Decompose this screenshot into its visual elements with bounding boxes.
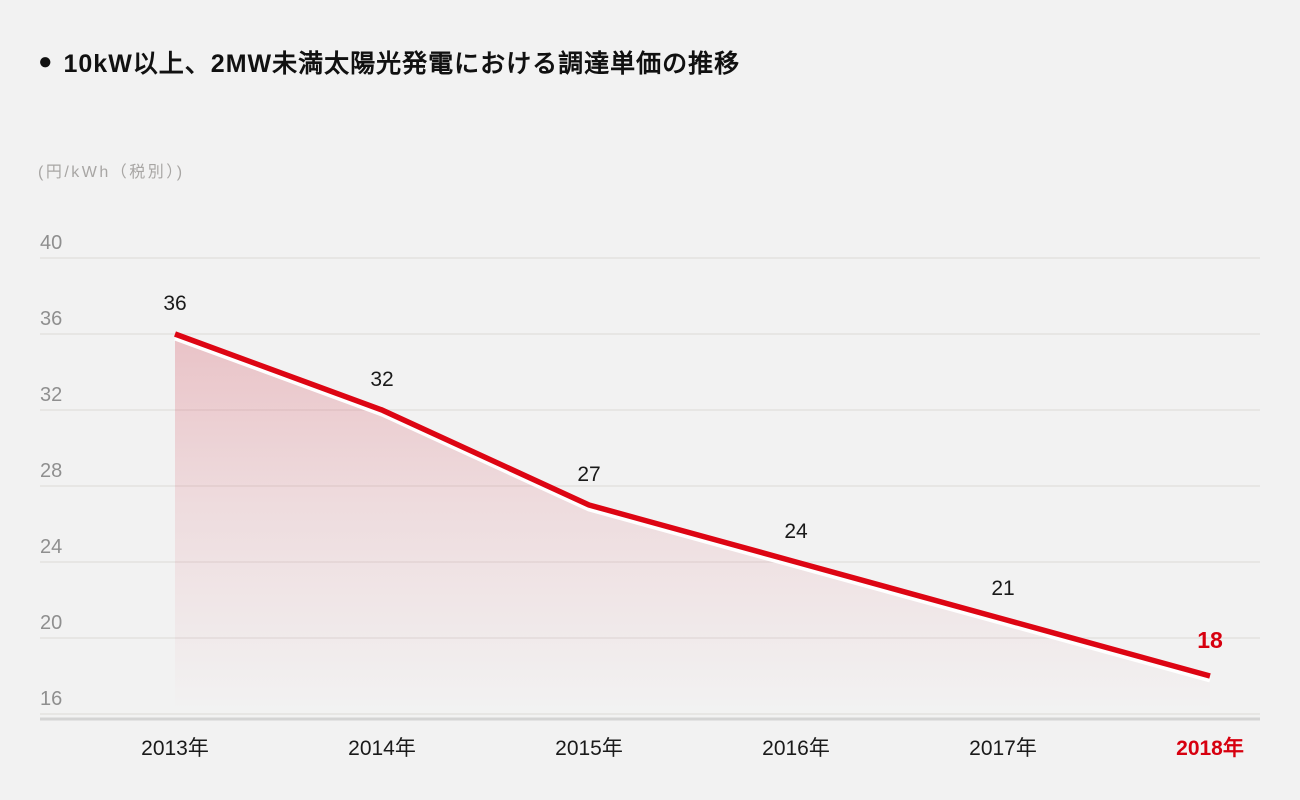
data-label: 27 — [577, 463, 600, 486]
x-axis-label: 2015年 — [555, 737, 623, 760]
data-label: 21 — [991, 577, 1014, 600]
data-label: 18 — [1197, 627, 1223, 653]
data-label: 24 — [784, 520, 808, 543]
y-tick-label: 40 — [40, 232, 62, 254]
trend-line — [174, 331, 1211, 679]
area-fill — [175, 334, 1210, 712]
y-tick-label: 28 — [40, 460, 62, 482]
x-axis-label: 2017年 — [969, 737, 1037, 760]
page-title: ● 10kW以上、2MW未満太陽光発電における調達単価の推移 — [38, 44, 740, 80]
y-tick-label: 20 — [40, 612, 62, 634]
y-tick-label: 24 — [40, 536, 62, 558]
bullet-icon: ● — [38, 48, 54, 75]
x-axis-label: 2014年 — [348, 737, 416, 760]
y-tick-label: 16 — [40, 688, 62, 710]
y-axis-unit-label: (円/kWh（税別）) — [38, 164, 185, 181]
x-axis-label: 2016年 — [762, 737, 830, 760]
data-label: 36 — [163, 292, 186, 315]
y-tick-label: 32 — [40, 384, 62, 406]
trend-line-halo — [174, 335, 1211, 683]
data-label: 32 — [370, 368, 393, 391]
x-axis-label: 2013年 — [141, 737, 209, 760]
y-tick-label: 36 — [40, 308, 62, 330]
page-title-text: 10kW以上、2MW未満太陽光発電における調達単価の推移 — [63, 50, 741, 78]
x-axis-label: 2018年 — [1176, 736, 1244, 760]
